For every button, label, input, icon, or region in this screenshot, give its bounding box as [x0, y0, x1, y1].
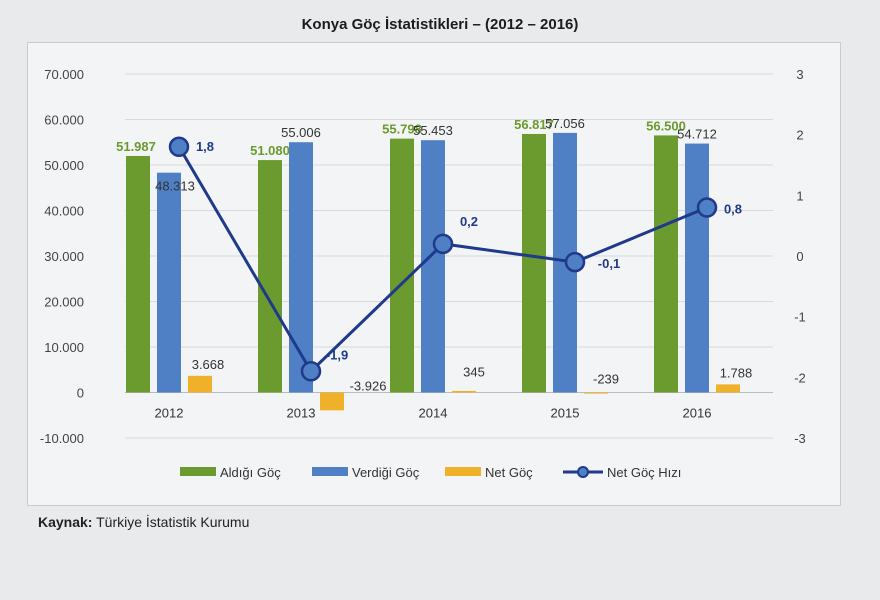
y-right-tick: 3 [796, 67, 803, 82]
y-right-tick: 0 [796, 249, 803, 264]
x-category-label: 2015 [551, 406, 580, 421]
y-right-tick: 2 [796, 128, 803, 143]
source-text: Türkiye İstatistik Kurumu [96, 514, 250, 530]
bar-aldigi-goc-label: 51.080 [250, 143, 290, 158]
x-category-label: 2016 [683, 406, 712, 421]
net-goc-hizi-point [696, 197, 718, 218]
bar-aldigi-goc [126, 155, 150, 393]
bar-verdigi-goc-label: 54.712 [677, 127, 717, 142]
bar-net-goc [320, 392, 344, 411]
bar-verdigi-goc [157, 172, 181, 393]
source-label: Kaynak: [38, 514, 93, 530]
legend-swatch [312, 467, 348, 476]
bar-verdigi-goc [421, 140, 445, 393]
net-goc-hizi-point [564, 251, 586, 273]
bar-aldigi-goc [258, 160, 282, 393]
net-goc-hizi-point [300, 361, 322, 382]
legend-swatch [445, 467, 481, 476]
net-goc-hizi-label: 0,2 [460, 214, 478, 229]
y-left-tick: -10.000 [40, 431, 84, 446]
bar-net-goc-label: 3.668 [192, 357, 225, 372]
bar-aldigi-goc [654, 135, 678, 393]
chart-title: Konya Göç İstatistikleri – (2012 – 2016) [301, 16, 579, 33]
net-goc-hizi-label: -0,1 [598, 256, 620, 271]
net-goc-hizi-label: 1,8 [196, 139, 214, 154]
y-left-tick: 30.000 [44, 249, 84, 264]
y-left-tick: 70.000 [44, 67, 84, 82]
legend-label: Net Göç Hızı [607, 465, 681, 480]
y-left-tick: 10.000 [44, 340, 84, 355]
bar-verdigi-goc-label: 57.056 [545, 116, 585, 131]
net-goc-hizi-point [168, 136, 190, 158]
x-category-label: 2013 [287, 406, 316, 421]
legend-label: Net Göç [485, 465, 533, 480]
bar-net-goc-label: -3.926 [350, 379, 387, 394]
net-goc-hizi-label: -1,9 [326, 347, 348, 362]
bar-net-goc [452, 390, 476, 393]
y-left-tick: 20.000 [44, 295, 84, 310]
x-category-label: 2014 [419, 406, 448, 421]
chart-frame: -10.000 0 10.000 20.000 30.000 40.000 50.000 60… [27, 42, 841, 506]
bar-net-goc-label: 345 [463, 365, 485, 380]
bar-net-goc-label: 1.788 [720, 365, 753, 380]
bar-aldigi-goc-label: 56.817 [514, 117, 554, 132]
bar-verdigi-goc [685, 143, 709, 393]
y-left-tick: 40.000 [44, 204, 84, 219]
bar-verdigi-goc [289, 142, 313, 393]
y-right-tick: -2 [794, 370, 806, 385]
x-category-label: 2012 [155, 406, 184, 421]
bar-verdigi-goc-label: 48.313 [155, 179, 195, 194]
bar-aldigi-goc [522, 133, 546, 393]
legend-swatch [180, 467, 216, 476]
y-left-tick: 0 [77, 386, 84, 401]
y-right-tick: -1 [794, 310, 806, 325]
legend-label: Verdiği Göç [352, 465, 420, 480]
bar-net-goc-label: -239 [593, 372, 619, 387]
y-left-tick: 50.000 [44, 158, 84, 173]
y-right-tick: 1 [796, 188, 803, 203]
source-line: Kaynak: Türkiye İstatistik Kurumu [38, 514, 249, 530]
bar-net-goc [188, 375, 212, 393]
legend-label: Aldığı Göç [220, 465, 281, 480]
y-right-tick: -3 [794, 431, 806, 446]
bar-aldigi-goc-label: 55.798 [382, 122, 422, 137]
bar-verdigi-goc-label: 55.006 [281, 125, 321, 140]
chart-svg: -10.000 0 10.000 20.000 30.000 40.000 50.000 60… [40, 67, 806, 480]
bar-net-goc [584, 392, 608, 394]
bar-aldigi-goc [390, 138, 414, 393]
legend-marker [577, 466, 589, 478]
bar-net-goc [716, 384, 740, 393]
bar-verdigi-goc-label: 55.453 [413, 123, 453, 138]
net-goc-hizi-label: 0,8 [724, 201, 742, 216]
y-left-tick: 60.000 [44, 113, 84, 128]
bar-aldigi-goc-label: 51.987 [116, 139, 156, 154]
net-goc-hizi-point [432, 233, 454, 255]
bar-aldigi-goc-label: 56.500 [646, 118, 686, 133]
